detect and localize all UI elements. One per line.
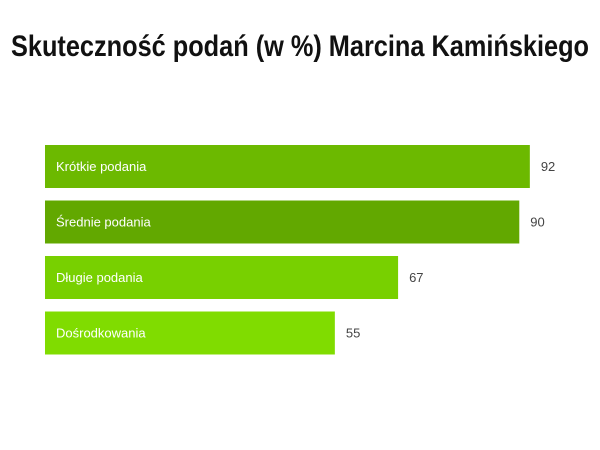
value-label: 90 xyxy=(530,214,544,229)
category-label: Krótkie podania xyxy=(56,159,147,174)
value-label: 55 xyxy=(346,325,360,340)
bar xyxy=(45,256,399,299)
category-label: Dośrodkowania xyxy=(56,325,146,340)
value-label: 92 xyxy=(541,159,555,174)
bar xyxy=(45,145,530,188)
bar xyxy=(45,200,520,244)
category-label: Średnie podania xyxy=(56,214,151,229)
bar xyxy=(45,311,335,355)
category-label: Długie podania xyxy=(56,270,144,285)
chart-title: Skuteczność podań (w %) Marcina Kamiński… xyxy=(11,30,589,63)
value-label: 67 xyxy=(409,270,423,285)
